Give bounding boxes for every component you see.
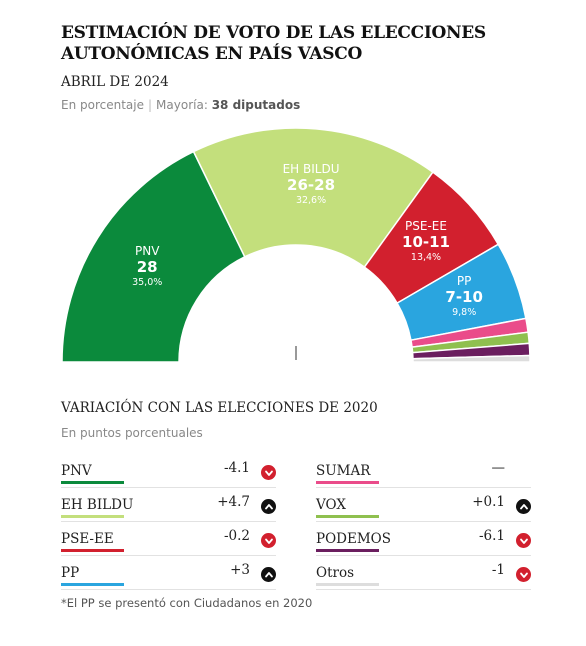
footnote: *El PP se presentó con Ciudadanos en 202… bbox=[61, 596, 313, 610]
party-name: EH BILDU bbox=[61, 497, 134, 513]
party-label: EH BILDU bbox=[283, 162, 340, 176]
variation-row: VOX +0.1 bbox=[316, 491, 531, 522]
seats-label: 10-11 bbox=[402, 233, 450, 251]
variation-row: PNV -4.1 bbox=[61, 457, 276, 488]
party-color-bar bbox=[61, 583, 124, 586]
variation-value: — bbox=[491, 460, 506, 476]
segment-otros bbox=[412, 354, 531, 363]
variation-title: VARIACIÓN CON LAS ELECCIONES DE 2020 bbox=[61, 400, 378, 416]
percent-label: 32,6% bbox=[296, 195, 326, 206]
party-color-bar bbox=[316, 515, 379, 518]
variation-value: -0.2 bbox=[223, 528, 250, 544]
variation-subtitle: En puntos porcentuales bbox=[61, 426, 203, 440]
variation-row: PODEMOS -6.1 bbox=[316, 525, 531, 556]
seats-label: 28 bbox=[137, 258, 158, 276]
arrow-down-icon bbox=[516, 567, 531, 582]
arrow-up-icon bbox=[516, 499, 531, 514]
segment-pnv bbox=[61, 150, 246, 363]
variation-value: -6.1 bbox=[478, 528, 505, 544]
party-color-bar bbox=[61, 549, 124, 552]
party-color-bar bbox=[316, 481, 379, 484]
variation-row: PP +3 bbox=[61, 559, 276, 590]
unit-text: En porcentaje bbox=[61, 98, 144, 112]
arrow-up-icon bbox=[261, 499, 276, 514]
seats-label: 7-10 bbox=[445, 288, 483, 306]
arrow-down-icon bbox=[516, 533, 531, 548]
variation-value: +0.1 bbox=[472, 494, 505, 510]
party-color-bar bbox=[316, 583, 379, 586]
variation-row: Otros -1 bbox=[316, 559, 531, 590]
party-label: PP bbox=[457, 274, 471, 288]
arrow-down-icon bbox=[261, 465, 276, 480]
party-name: PNV bbox=[61, 463, 92, 479]
variation-value: +4.7 bbox=[217, 494, 250, 510]
party-color-bar bbox=[316, 549, 379, 552]
chart-title: ESTIMACIÓN DE VOTO DE LAS ELECCIONES AUT… bbox=[61, 23, 486, 64]
party-name: PP bbox=[61, 565, 80, 581]
variation-value: -4.1 bbox=[223, 460, 250, 476]
majority-value: 38 diputados bbox=[211, 98, 301, 112]
party-name: SUMAR bbox=[316, 463, 371, 479]
variation-value: +3 bbox=[230, 562, 250, 578]
percent-label: 13,4% bbox=[411, 252, 441, 263]
percent-label: 9,8% bbox=[452, 307, 476, 318]
party-color-bar bbox=[61, 515, 124, 518]
variation-row: EH BILDU +4.7 bbox=[61, 491, 276, 522]
arrow-up-icon bbox=[261, 567, 276, 582]
chart-subtitle: ABRIL DE 2024 bbox=[61, 74, 169, 90]
variation-row: SUMAR — bbox=[316, 457, 531, 488]
party-label: PNV bbox=[135, 244, 160, 258]
party-name: VOX bbox=[316, 497, 346, 513]
segment-eh-bildu bbox=[192, 127, 434, 269]
chart-meta: En porcentaje | Mayoría: 38 diputados bbox=[61, 98, 301, 112]
party-name: PODEMOS bbox=[316, 531, 391, 547]
variation-row: PSE-EE -0.2 bbox=[61, 525, 276, 556]
party-name: Otros bbox=[316, 565, 355, 581]
variation-value: -1 bbox=[491, 562, 505, 578]
party-label: PSE-EE bbox=[405, 219, 447, 233]
arrow-down-icon bbox=[261, 533, 276, 548]
party-name: PSE-EE bbox=[61, 531, 114, 547]
percent-label: 35,0% bbox=[132, 277, 162, 288]
majority-label: Mayoría: bbox=[156, 98, 208, 112]
seats-label: 26-28 bbox=[287, 176, 335, 194]
party-color-bar bbox=[61, 481, 124, 484]
